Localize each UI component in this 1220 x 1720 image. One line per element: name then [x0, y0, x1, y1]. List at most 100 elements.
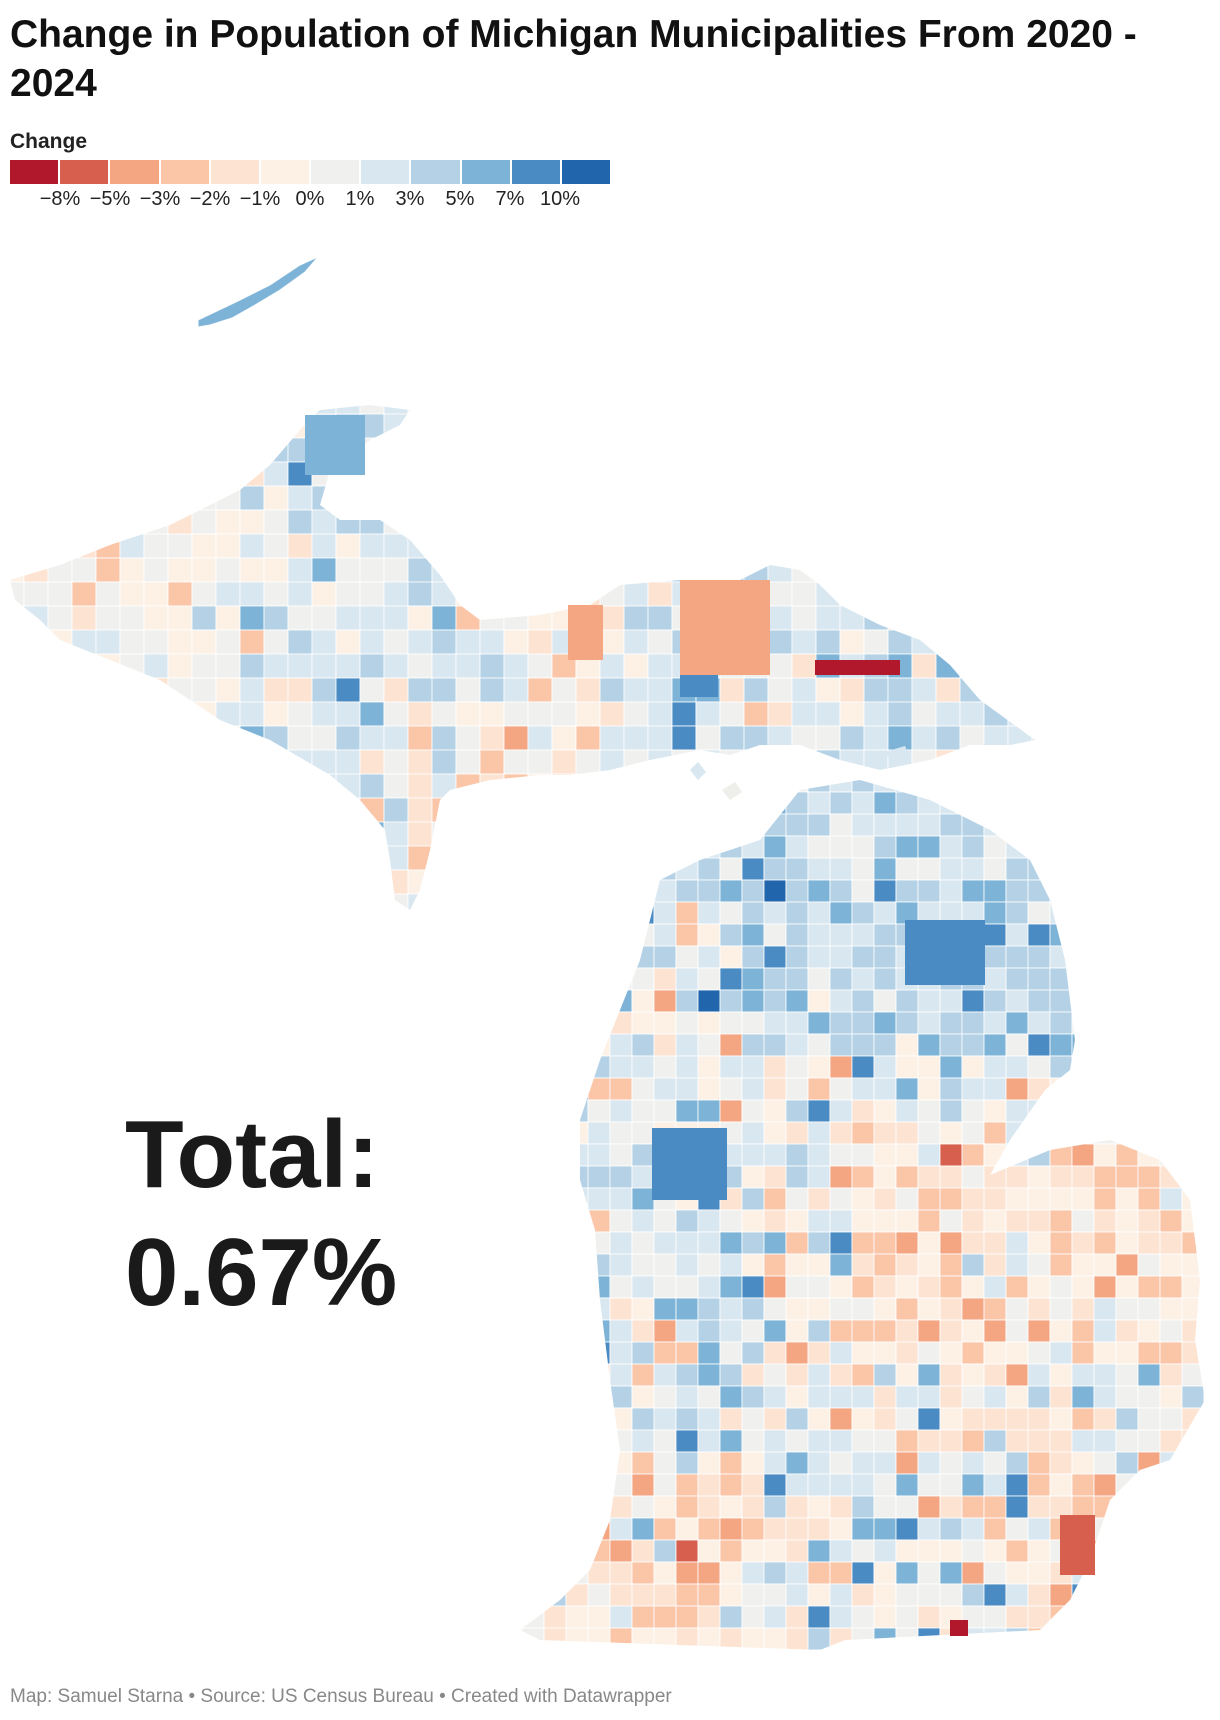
municipality [479, 533, 505, 559]
municipality [23, 581, 49, 607]
municipality [47, 773, 73, 799]
municipality [839, 605, 865, 631]
municipality [983, 1341, 1007, 1365]
municipality [609, 1187, 633, 1211]
municipality [1159, 1561, 1183, 1585]
municipality [47, 893, 73, 910]
municipality [1115, 1407, 1139, 1431]
municipality [143, 773, 169, 799]
municipality [455, 653, 481, 679]
municipality [10, 725, 25, 751]
municipality [587, 1473, 611, 1497]
municipality [359, 629, 385, 655]
municipality [887, 485, 913, 511]
municipality [287, 605, 313, 631]
municipality [95, 461, 121, 487]
municipality [520, 1495, 523, 1519]
municipality [543, 945, 567, 969]
municipality [675, 1517, 699, 1541]
municipality [961, 1231, 985, 1255]
municipality [719, 989, 743, 1013]
municipality [143, 413, 169, 439]
municipality [839, 581, 865, 607]
municipality [1027, 1429, 1051, 1453]
municipality [191, 797, 217, 823]
municipality [935, 533, 961, 559]
municipality [551, 701, 577, 727]
municipality [1137, 1319, 1161, 1343]
municipality [791, 461, 817, 487]
municipality [763, 1451, 787, 1475]
municipality [807, 1077, 831, 1101]
municipality [983, 1495, 1007, 1519]
municipality [763, 1605, 787, 1629]
municipality [873, 1517, 897, 1541]
municipality [873, 1583, 897, 1607]
municipality [407, 581, 433, 607]
municipality [653, 1429, 677, 1453]
municipality [785, 1231, 809, 1255]
municipality [983, 749, 1009, 775]
municipality [623, 413, 649, 439]
municipality [983, 1517, 1007, 1541]
municipality [335, 869, 361, 895]
municipality [527, 845, 553, 871]
municipality [697, 1627, 721, 1650]
municipality [851, 835, 875, 859]
municipality [939, 1055, 963, 1079]
municipality [961, 1011, 985, 1035]
municipality [520, 1297, 523, 1321]
municipality [873, 879, 897, 903]
municipality [895, 1495, 919, 1519]
municipality [1203, 945, 1205, 969]
municipality [983, 629, 1009, 655]
municipality [1007, 821, 1033, 847]
municipality [763, 791, 787, 815]
municipality [1093, 1627, 1117, 1650]
municipality [959, 653, 985, 679]
municipality [239, 629, 265, 655]
municipality [1181, 1605, 1205, 1629]
municipality [1137, 1275, 1161, 1299]
municipality [71, 677, 97, 703]
municipality [335, 893, 361, 910]
municipality [119, 405, 145, 415]
municipality [1093, 1473, 1117, 1497]
municipality [741, 1473, 765, 1497]
municipality [807, 1517, 831, 1541]
municipality [791, 509, 817, 535]
municipality [895, 835, 919, 859]
municipality [216, 918, 240, 942]
municipality [653, 1561, 677, 1585]
municipality [359, 485, 385, 511]
municipality [587, 989, 611, 1013]
municipality [851, 1539, 875, 1563]
municipality [543, 1363, 567, 1387]
municipality [543, 1011, 567, 1035]
municipality [543, 1385, 567, 1409]
municipality [785, 1033, 809, 1057]
municipality [961, 1517, 985, 1541]
municipality [695, 509, 721, 535]
municipality [407, 821, 433, 847]
municipality [335, 557, 361, 583]
municipality [383, 413, 409, 439]
municipality [873, 1341, 897, 1365]
municipality [1056, 438, 1080, 462]
municipality [23, 629, 49, 655]
island-shape [885, 746, 910, 762]
municipality [961, 1275, 985, 1299]
municipality [631, 1539, 655, 1563]
municipality [719, 509, 745, 535]
municipality [939, 1517, 963, 1541]
municipality [1049, 813, 1073, 837]
municipality [807, 1649, 831, 1650]
municipality [1007, 797, 1033, 823]
municipality [675, 1627, 699, 1650]
municipality [851, 1319, 875, 1343]
municipality [741, 879, 765, 903]
municipality [143, 701, 169, 727]
municipality [10, 437, 25, 463]
municipality [895, 1319, 919, 1343]
municipality [829, 857, 853, 881]
